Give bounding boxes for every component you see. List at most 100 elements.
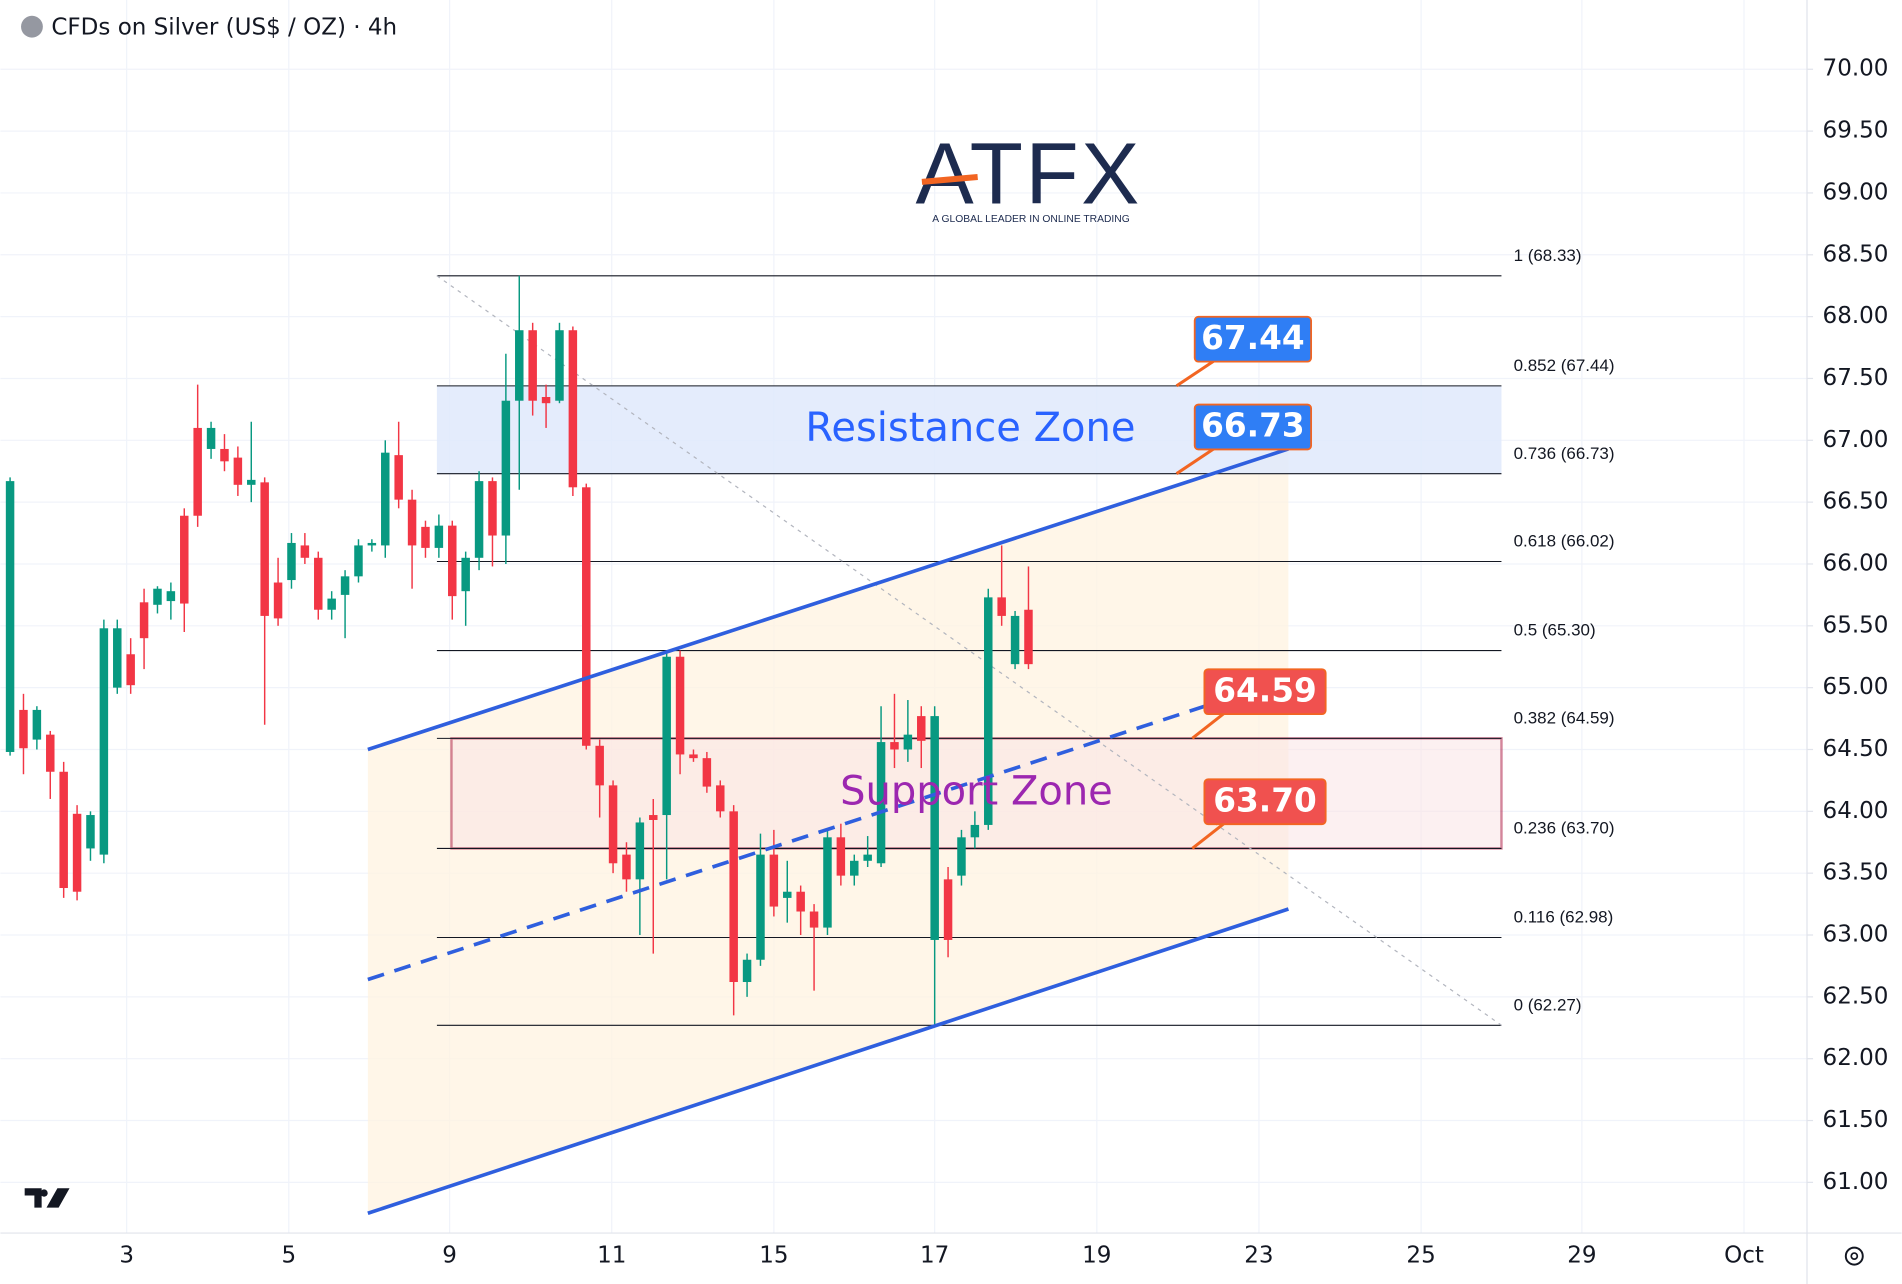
candle-body: [528, 330, 537, 401]
candle-body: [99, 628, 109, 855]
candle-body: [381, 452, 390, 546]
y-tick-label: 65.50: [1823, 612, 1889, 638]
y-tick-label: 66.00: [1823, 550, 1889, 576]
fib-label: 0 (62.27): [1514, 995, 1582, 1014]
y-tick-label: 64.50: [1823, 736, 1889, 762]
y-tick-label: 63.00: [1823, 922, 1889, 948]
symbol-icon[interactable]: [21, 15, 43, 38]
candle-body: [702, 758, 712, 787]
y-tick-label: 65.00: [1823, 674, 1889, 700]
candle-body: [327, 598, 336, 610]
candle-body: [354, 545, 363, 577]
candle-body: [247, 479, 256, 485]
fib-label: 0.736 (66.73): [1514, 444, 1615, 463]
tradingview-logo-dot: [40, 1189, 48, 1197]
candle-body: [113, 628, 122, 688]
candle-body: [474, 481, 484, 558]
y-tick-label: 68.50: [1823, 241, 1889, 267]
axes: 61.00 61.50 62.00 62.50 63.00 63.50 64.00 64.50…: [119, 56, 1888, 1269]
channel-line: [367, 685, 1263, 982]
candle-body: [46, 734, 55, 772]
candle-body: [220, 448, 229, 462]
logo-swoosh: [921, 174, 978, 185]
candle-body: [193, 427, 202, 516]
candles: [5, 275, 1033, 1026]
y-tick-label: 61.50: [1823, 1107, 1889, 1133]
candle-body: [448, 525, 457, 597]
channel-line: [367, 907, 1289, 1216]
y-tick-label: 68.00: [1823, 303, 1889, 329]
candle-body: [153, 588, 162, 605]
y-tick-label: 62.50: [1823, 983, 1889, 1009]
x-tick-label: 5: [281, 1243, 296, 1269]
x-tick-label: 11: [597, 1243, 626, 1269]
x-tick-label: Oct: [1724, 1243, 1764, 1269]
candle-body: [930, 716, 939, 940]
candle-body: [568, 330, 578, 488]
candle-body: [890, 742, 899, 750]
candle-body: [716, 785, 725, 812]
candle-body: [917, 716, 926, 741]
x-tick-label: 25: [1406, 1243, 1435, 1269]
candle-body: [340, 576, 350, 595]
logo-text: ATFX: [915, 126, 1141, 223]
fib-label: 0.116 (62.98): [1514, 908, 1614, 927]
overlays: 1 (68.33) 0.852 (67.44) 0.736 (66.73) 0.618…: [367, 246, 1615, 1216]
candle-body: [394, 455, 403, 500]
candle-body: [515, 330, 524, 401]
candle-body: [769, 854, 779, 907]
tradingview-logo[interactable]: [24, 1188, 70, 1208]
candle-body: [461, 557, 470, 592]
fib-label: 0.5 (65.30): [1514, 621, 1596, 640]
candle-body: [582, 487, 591, 746]
settings-button[interactable]: [1844, 1246, 1864, 1266]
candle-body: [166, 591, 176, 602]
fib-label: 0.852 (67.44): [1514, 356, 1615, 375]
fib-label: 0.236 (63.70): [1514, 819, 1615, 838]
resistance-zone: [436, 385, 1502, 474]
x-tick-label: 15: [759, 1243, 788, 1269]
callout-label: 64.59: [1213, 671, 1317, 709]
symbol-title[interactable]: CFDs on Silver (US$ / OZ) · 4h: [51, 14, 397, 40]
candle-body: [434, 525, 444, 548]
callout-pointer: [1191, 710, 1228, 740]
settings-button-center: [1850, 1252, 1859, 1260]
candle-body: [742, 959, 752, 983]
y-tick-label: 69.00: [1823, 179, 1889, 205]
candle-body: [850, 860, 859, 876]
fib-label: 1 (68.33): [1514, 246, 1582, 265]
candle-body: [836, 837, 846, 876]
callout-label: 63.70: [1213, 781, 1317, 819]
x-tick-label: 19: [1082, 1243, 1111, 1269]
candle-body: [957, 837, 966, 876]
candle-body: [622, 854, 631, 880]
candle-body: [421, 526, 430, 548]
y-tick-label: 62.00: [1823, 1045, 1889, 1071]
candle-body: [1024, 609, 1033, 665]
x-tick-label: 17: [920, 1243, 949, 1269]
candle-body: [823, 837, 832, 928]
candle-body: [19, 709, 28, 749]
candle-body: [970, 824, 980, 838]
fib-label: 0.618 (66.02): [1514, 532, 1615, 551]
candle-body: [32, 709, 42, 740]
candle-body: [783, 891, 792, 898]
x-tick-label: 9: [442, 1243, 457, 1269]
candle-body: [595, 745, 604, 786]
callout-label: 66.73: [1201, 407, 1305, 445]
callout-box: [1203, 668, 1327, 716]
candle-body: [809, 911, 819, 928]
candle-body: [649, 815, 658, 820]
candle-body: [5, 481, 15, 752]
candle-body: [139, 602, 149, 639]
candle-body: [984, 597, 993, 825]
x-tick-label: 29: [1567, 1243, 1596, 1269]
candle-body: [1010, 615, 1020, 665]
candle-body: [555, 330, 564, 401]
y-tick-label: 67.00: [1823, 427, 1889, 453]
callout-box: [1203, 778, 1327, 826]
y-tick-label: 66.50: [1823, 489, 1889, 515]
callout-pointer: [1191, 820, 1228, 850]
